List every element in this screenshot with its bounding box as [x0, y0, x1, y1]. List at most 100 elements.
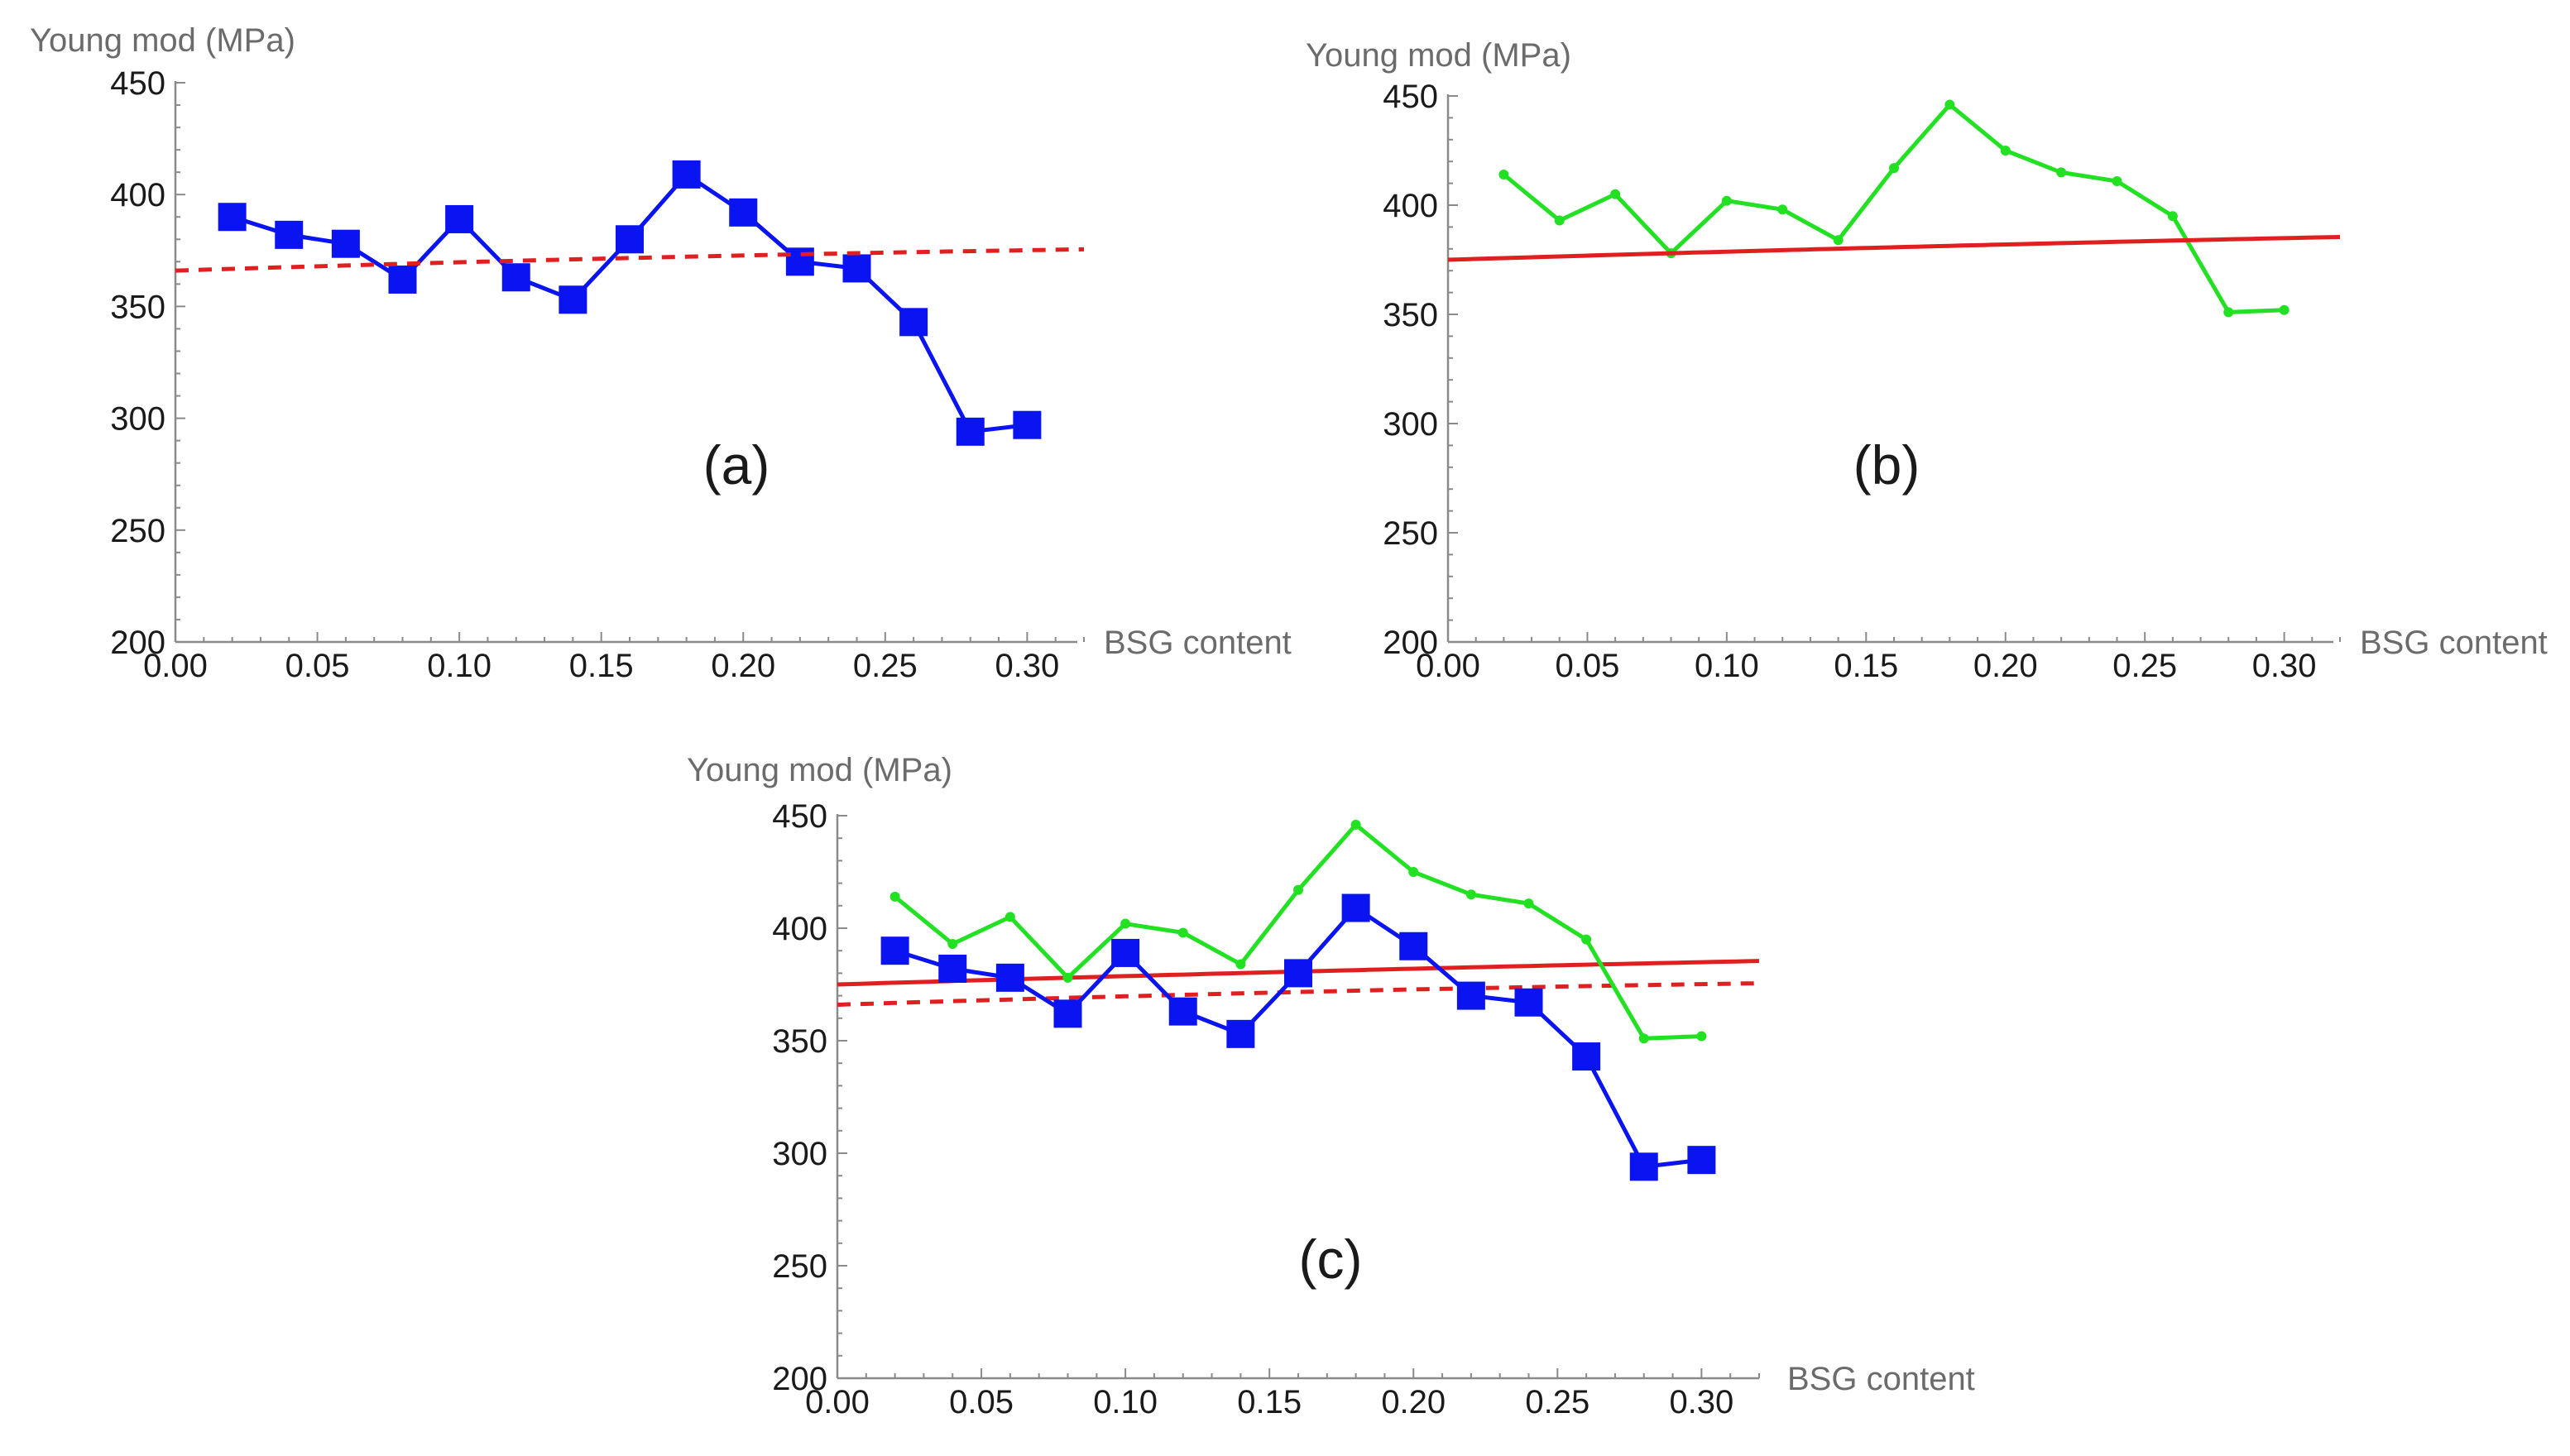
- data-point: [1062, 972, 1073, 983]
- data-point: [559, 285, 587, 314]
- y-tick-label: 200: [1383, 625, 1438, 661]
- x-tick-label: 0.00: [805, 1384, 870, 1420]
- x-tick-label: 0.05: [285, 648, 350, 684]
- data-point: [1523, 898, 1534, 909]
- x-tick-label: 0.25: [2112, 648, 2177, 684]
- data-point: [1889, 163, 1899, 174]
- x-tick-label: 0.10: [427, 648, 491, 684]
- x-tick-label: 0.15: [1237, 1384, 1302, 1420]
- x-tick-label: 0.15: [1834, 648, 1898, 684]
- data-point: [956, 417, 985, 446]
- chart-panel-a: 0.00 0.05 0.10 0.15 0.20 0.25 0.30 200 250 300 350…: [30, 22, 1292, 684]
- panel-label: (a): [703, 434, 770, 496]
- data-point: [501, 263, 530, 292]
- fit-curve: [837, 981, 1760, 1007]
- x-axis-title: BSG content: [1104, 625, 1292, 661]
- data-point: [1554, 215, 1565, 226]
- data-point: [1465, 889, 1476, 900]
- series-red-solid: [1447, 235, 2341, 262]
- fit-curve: [1447, 235, 2341, 262]
- data-point: [1629, 1152, 1658, 1181]
- y-axis-title: Young mod (MPa): [687, 752, 952, 788]
- data-point: [388, 265, 417, 294]
- chart-panel-b: 0.00 0.05 0.10 0.15 0.20 0.25 0.30 200 250 300 350…: [1306, 37, 2548, 684]
- series-red-dashed: [837, 981, 1760, 1007]
- chart-panel-c: 0.00 0.05 0.10 0.15 0.20 0.25 0.30 200 250 300 350…: [687, 752, 1975, 1420]
- y-tick-label: 400: [772, 911, 827, 947]
- y-tick-label: 350: [1383, 297, 1438, 333]
- data-point: [1833, 235, 1844, 246]
- data-point: [938, 954, 967, 983]
- y-tick-label: 450: [772, 798, 827, 835]
- panel-label: (b): [1853, 434, 1920, 496]
- y-tick-label: 450: [110, 65, 165, 102]
- data-point: [1284, 959, 1312, 988]
- y-tick-label: 300: [1383, 406, 1438, 443]
- x-axis-title: BSG content: [1787, 1361, 1975, 1397]
- data-line: [1502, 102, 2285, 314]
- data-line: [231, 171, 1028, 434]
- data-point: [1293, 884, 1303, 895]
- data-point: [1514, 988, 1543, 1017]
- y-tick-label: 250: [110, 513, 165, 549]
- data-point: [880, 936, 909, 965]
- x-tick-label: 0.15: [569, 648, 634, 684]
- data-point: [995, 963, 1024, 992]
- data-point: [2056, 167, 2067, 178]
- data-point: [2223, 307, 2234, 318]
- data-point: [1053, 999, 1082, 1028]
- data-point: [1350, 819, 1361, 830]
- data-point: [889, 891, 900, 902]
- series-red-dashed: [175, 247, 1085, 273]
- data-point: [1408, 867, 1419, 877]
- data-point: [785, 247, 814, 276]
- data-point: [275, 220, 304, 249]
- data-point: [2000, 146, 2011, 156]
- x-tick-label: 0.10: [1695, 648, 1759, 684]
- series-green-dot: [889, 819, 1707, 1044]
- data-point: [1581, 934, 1592, 945]
- data-point: [1610, 189, 1621, 199]
- x-tick-label: 0.20: [1381, 1384, 1446, 1420]
- data-point: [672, 160, 701, 189]
- data-point: [2167, 211, 2178, 222]
- x-tick-label: 0.05: [949, 1384, 1014, 1420]
- x-tick-label: 0.05: [1556, 648, 1620, 684]
- data-point: [1226, 1019, 1255, 1048]
- data-point: [445, 204, 474, 233]
- x-tick-label: 0.20: [711, 648, 775, 684]
- y-tick-label: 450: [1383, 79, 1438, 115]
- data-point: [1120, 918, 1131, 929]
- x-tick-label: 0.30: [2252, 648, 2317, 684]
- x-tick-label: 0.30: [1669, 1384, 1733, 1420]
- data-point: [2112, 175, 2122, 186]
- x-tick-label: 0.10: [1093, 1384, 1158, 1420]
- data-line: [894, 905, 1702, 1169]
- data-point: [1687, 1146, 1716, 1175]
- y-tick-label: 200: [110, 625, 165, 661]
- data-point: [1944, 99, 1955, 110]
- x-tick-label: 0.00: [143, 648, 208, 684]
- y-tick-label: 250: [772, 1248, 827, 1285]
- data-point: [1456, 981, 1485, 1010]
- data-point: [1721, 195, 1732, 206]
- data-point: [1235, 959, 1246, 970]
- y-tick-label: 200: [772, 1361, 827, 1397]
- y-tick-label: 300: [110, 401, 165, 438]
- panel-label: (c): [1299, 1228, 1363, 1290]
- y-tick-label: 350: [772, 1023, 827, 1060]
- data-point: [1168, 997, 1197, 1026]
- data-point: [1777, 204, 1788, 215]
- data-line: [894, 821, 1702, 1041]
- data-point: [1005, 912, 1015, 922]
- y-axis-title: Young mod (MPa): [1306, 37, 1571, 74]
- data-point: [2279, 304, 2290, 315]
- y-tick-label: 350: [110, 289, 165, 325]
- x-tick-label: 0.25: [1525, 1384, 1589, 1420]
- y-axis-title: Young mod (MPa): [30, 22, 295, 59]
- x-axis-title: BSG content: [2360, 625, 2548, 661]
- x-tick-label: 0.25: [853, 648, 918, 684]
- data-point: [1341, 893, 1370, 922]
- data-point: [899, 308, 928, 337]
